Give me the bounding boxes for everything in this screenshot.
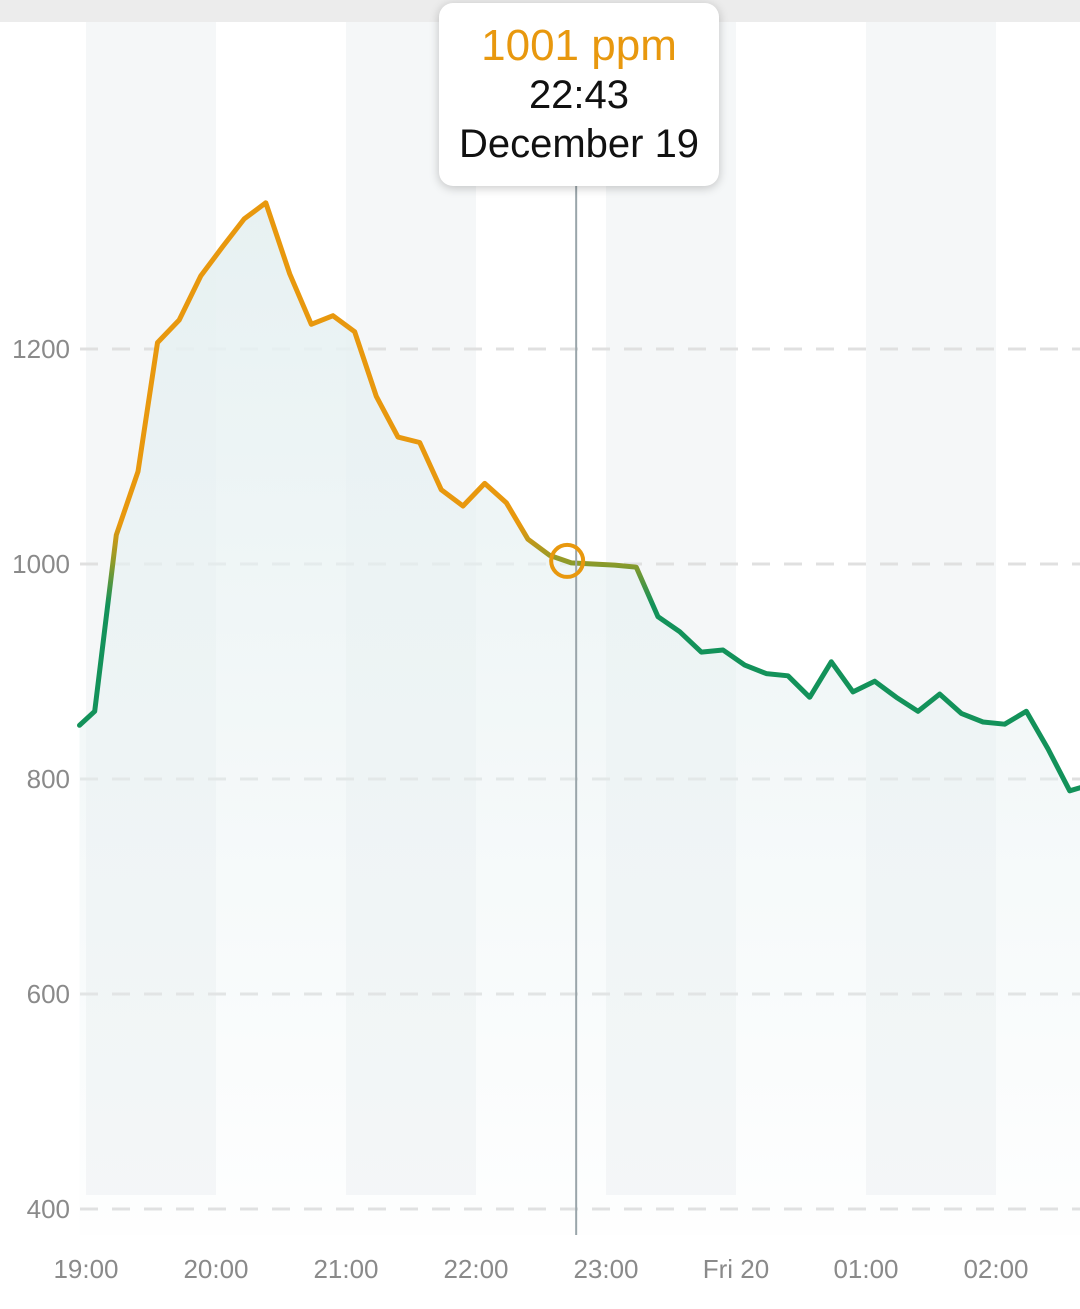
tooltip-time: 22:43	[528, 73, 630, 117]
y-tick-label: 400	[27, 1194, 70, 1224]
x-axis-labels: 19:00 20:00 21:00 22:00 23:00 Fri 20 01:00 02:0…	[53, 1254, 1028, 1284]
tooltip-date: December 19	[458, 122, 700, 166]
x-tick-label: Fri 20	[703, 1254, 769, 1284]
y-tick-label: 800	[27, 764, 70, 794]
x-tick-label: 20:00	[183, 1254, 248, 1284]
crosshair	[549, 186, 586, 1235]
x-tick-label: 01:00	[833, 1254, 898, 1284]
area-fill	[79, 202, 1080, 1235]
x-tick-label: 02:00	[963, 1254, 1028, 1284]
y-tick-label: 1200	[12, 334, 70, 364]
y-tick-label: 600	[27, 979, 70, 1009]
x-tick-label: 23:00	[573, 1254, 638, 1284]
selected-point-marker[interactable]	[549, 542, 586, 579]
x-tick-label: 22:00	[443, 1254, 508, 1284]
series-area	[79, 202, 1080, 1235]
x-tick-label: 19:00	[53, 1254, 118, 1284]
value-tooltip: 1001 ppm 22:43 December 19	[439, 3, 719, 186]
y-axis-labels: 400 600 800 1000 1200	[12, 334, 70, 1224]
tooltip-value: 1001 ppm	[481, 21, 677, 70]
x-tick-label: 21:00	[313, 1254, 378, 1284]
y-tick-label: 1000	[12, 549, 70, 579]
